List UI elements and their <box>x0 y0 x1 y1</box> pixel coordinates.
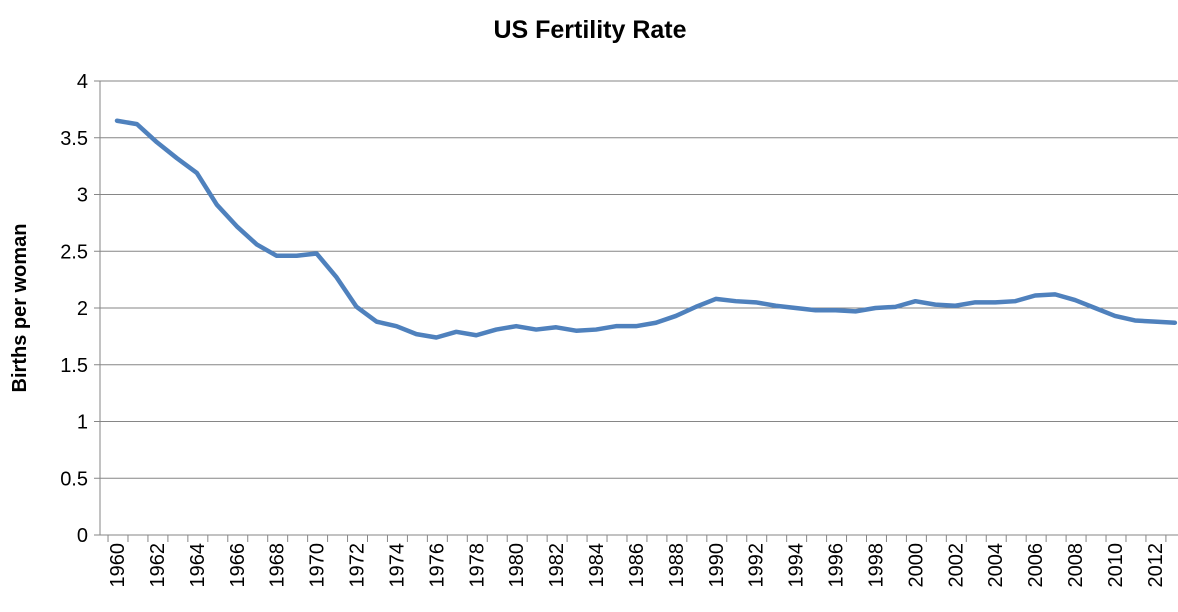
chart-title: US Fertility Rate <box>493 16 686 44</box>
x-tick-label: 1960 <box>107 543 129 588</box>
x-tick-label: 1982 <box>546 543 568 588</box>
y-tick-label: 2.5 <box>60 241 88 263</box>
x-tick-label: 1996 <box>826 543 848 588</box>
x-tick-label: 2000 <box>905 543 927 588</box>
x-tick-label: 1966 <box>227 543 249 588</box>
x-tick-label: 2012 <box>1145 543 1167 588</box>
y-tick-label: 1.5 <box>60 355 88 377</box>
x-tick-label: 2010 <box>1105 543 1127 588</box>
x-tick-label: 1972 <box>347 543 369 588</box>
x-tick-label: 1964 <box>187 543 209 588</box>
x-tick-label: 1998 <box>865 543 887 588</box>
y-axis-label: Births per woman <box>9 224 31 393</box>
y-tick-label: 0.5 <box>60 468 88 490</box>
x-tick-label: 2006 <box>1025 543 1047 588</box>
y-tick-label: 1 <box>77 412 88 434</box>
data-line <box>114 118 1178 340</box>
x-tick-label: 1980 <box>506 543 528 588</box>
y-tick-label: 0 <box>77 525 88 547</box>
x-tick-label: 1994 <box>786 543 808 588</box>
x-tick-label: 1986 <box>626 543 648 588</box>
x-tick-label: 1978 <box>466 543 488 588</box>
y-tick-label: 4 <box>77 71 88 93</box>
x-tick-label: 1970 <box>307 543 329 588</box>
x-tick-label: 1988 <box>666 543 688 588</box>
x-tick-label: 1962 <box>147 543 169 588</box>
x-tick-label: 2004 <box>985 543 1007 588</box>
x-tick-label: 1984 <box>586 543 608 588</box>
x-tick-label: 1974 <box>386 543 408 588</box>
x-tick-label: 1992 <box>746 543 768 588</box>
x-tick-label: 2008 <box>1065 543 1087 588</box>
x-tick-label: 1990 <box>706 543 728 588</box>
y-tick-label: 3.5 <box>60 128 88 150</box>
y-tick-label: 3 <box>77 185 88 207</box>
y-tick-label: 2 <box>77 298 88 320</box>
x-tick-label: 2002 <box>945 543 967 588</box>
x-tick-label: 1968 <box>267 543 289 588</box>
x-tick-label: 1976 <box>426 543 448 588</box>
